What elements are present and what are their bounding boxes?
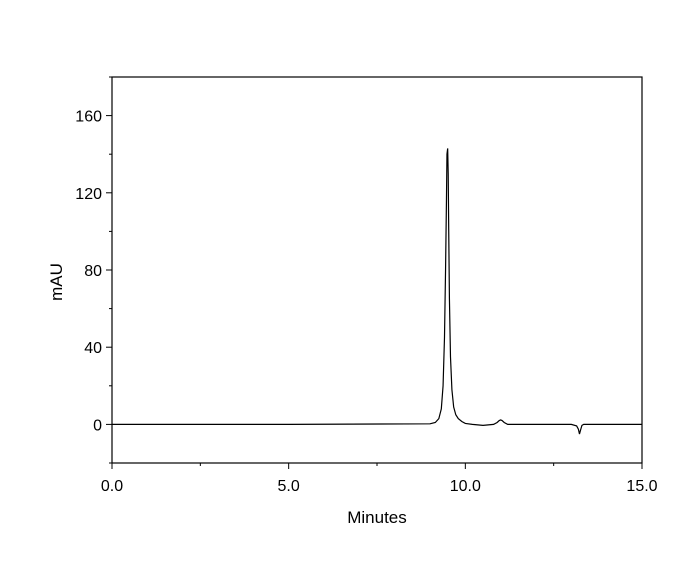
y-tick-labels: 0 40 80 120 160 (75, 109, 102, 435)
signal-trace (112, 148, 642, 435)
y-axis-title: mAU (47, 263, 66, 301)
y-tick-label: 120 (75, 186, 102, 203)
y-tick-label: 80 (84, 263, 102, 280)
axis-ticks (106, 76, 643, 469)
y-tick-label: 160 (75, 109, 102, 126)
y-tick-label: 40 (84, 340, 102, 357)
x-axis-title: Minutes (347, 508, 407, 527)
x-tick-label: 10.0 (450, 478, 481, 495)
plot-frame (111, 76, 643, 464)
x-tick-labels: 0.0 5.0 10.0 15.0 (101, 478, 658, 495)
x-tick-label: 0.0 (101, 478, 123, 495)
x-tick-label: 5.0 (278, 478, 300, 495)
y-tick-label: 0 (93, 417, 102, 434)
x-tick-label: 15.0 (626, 478, 657, 495)
